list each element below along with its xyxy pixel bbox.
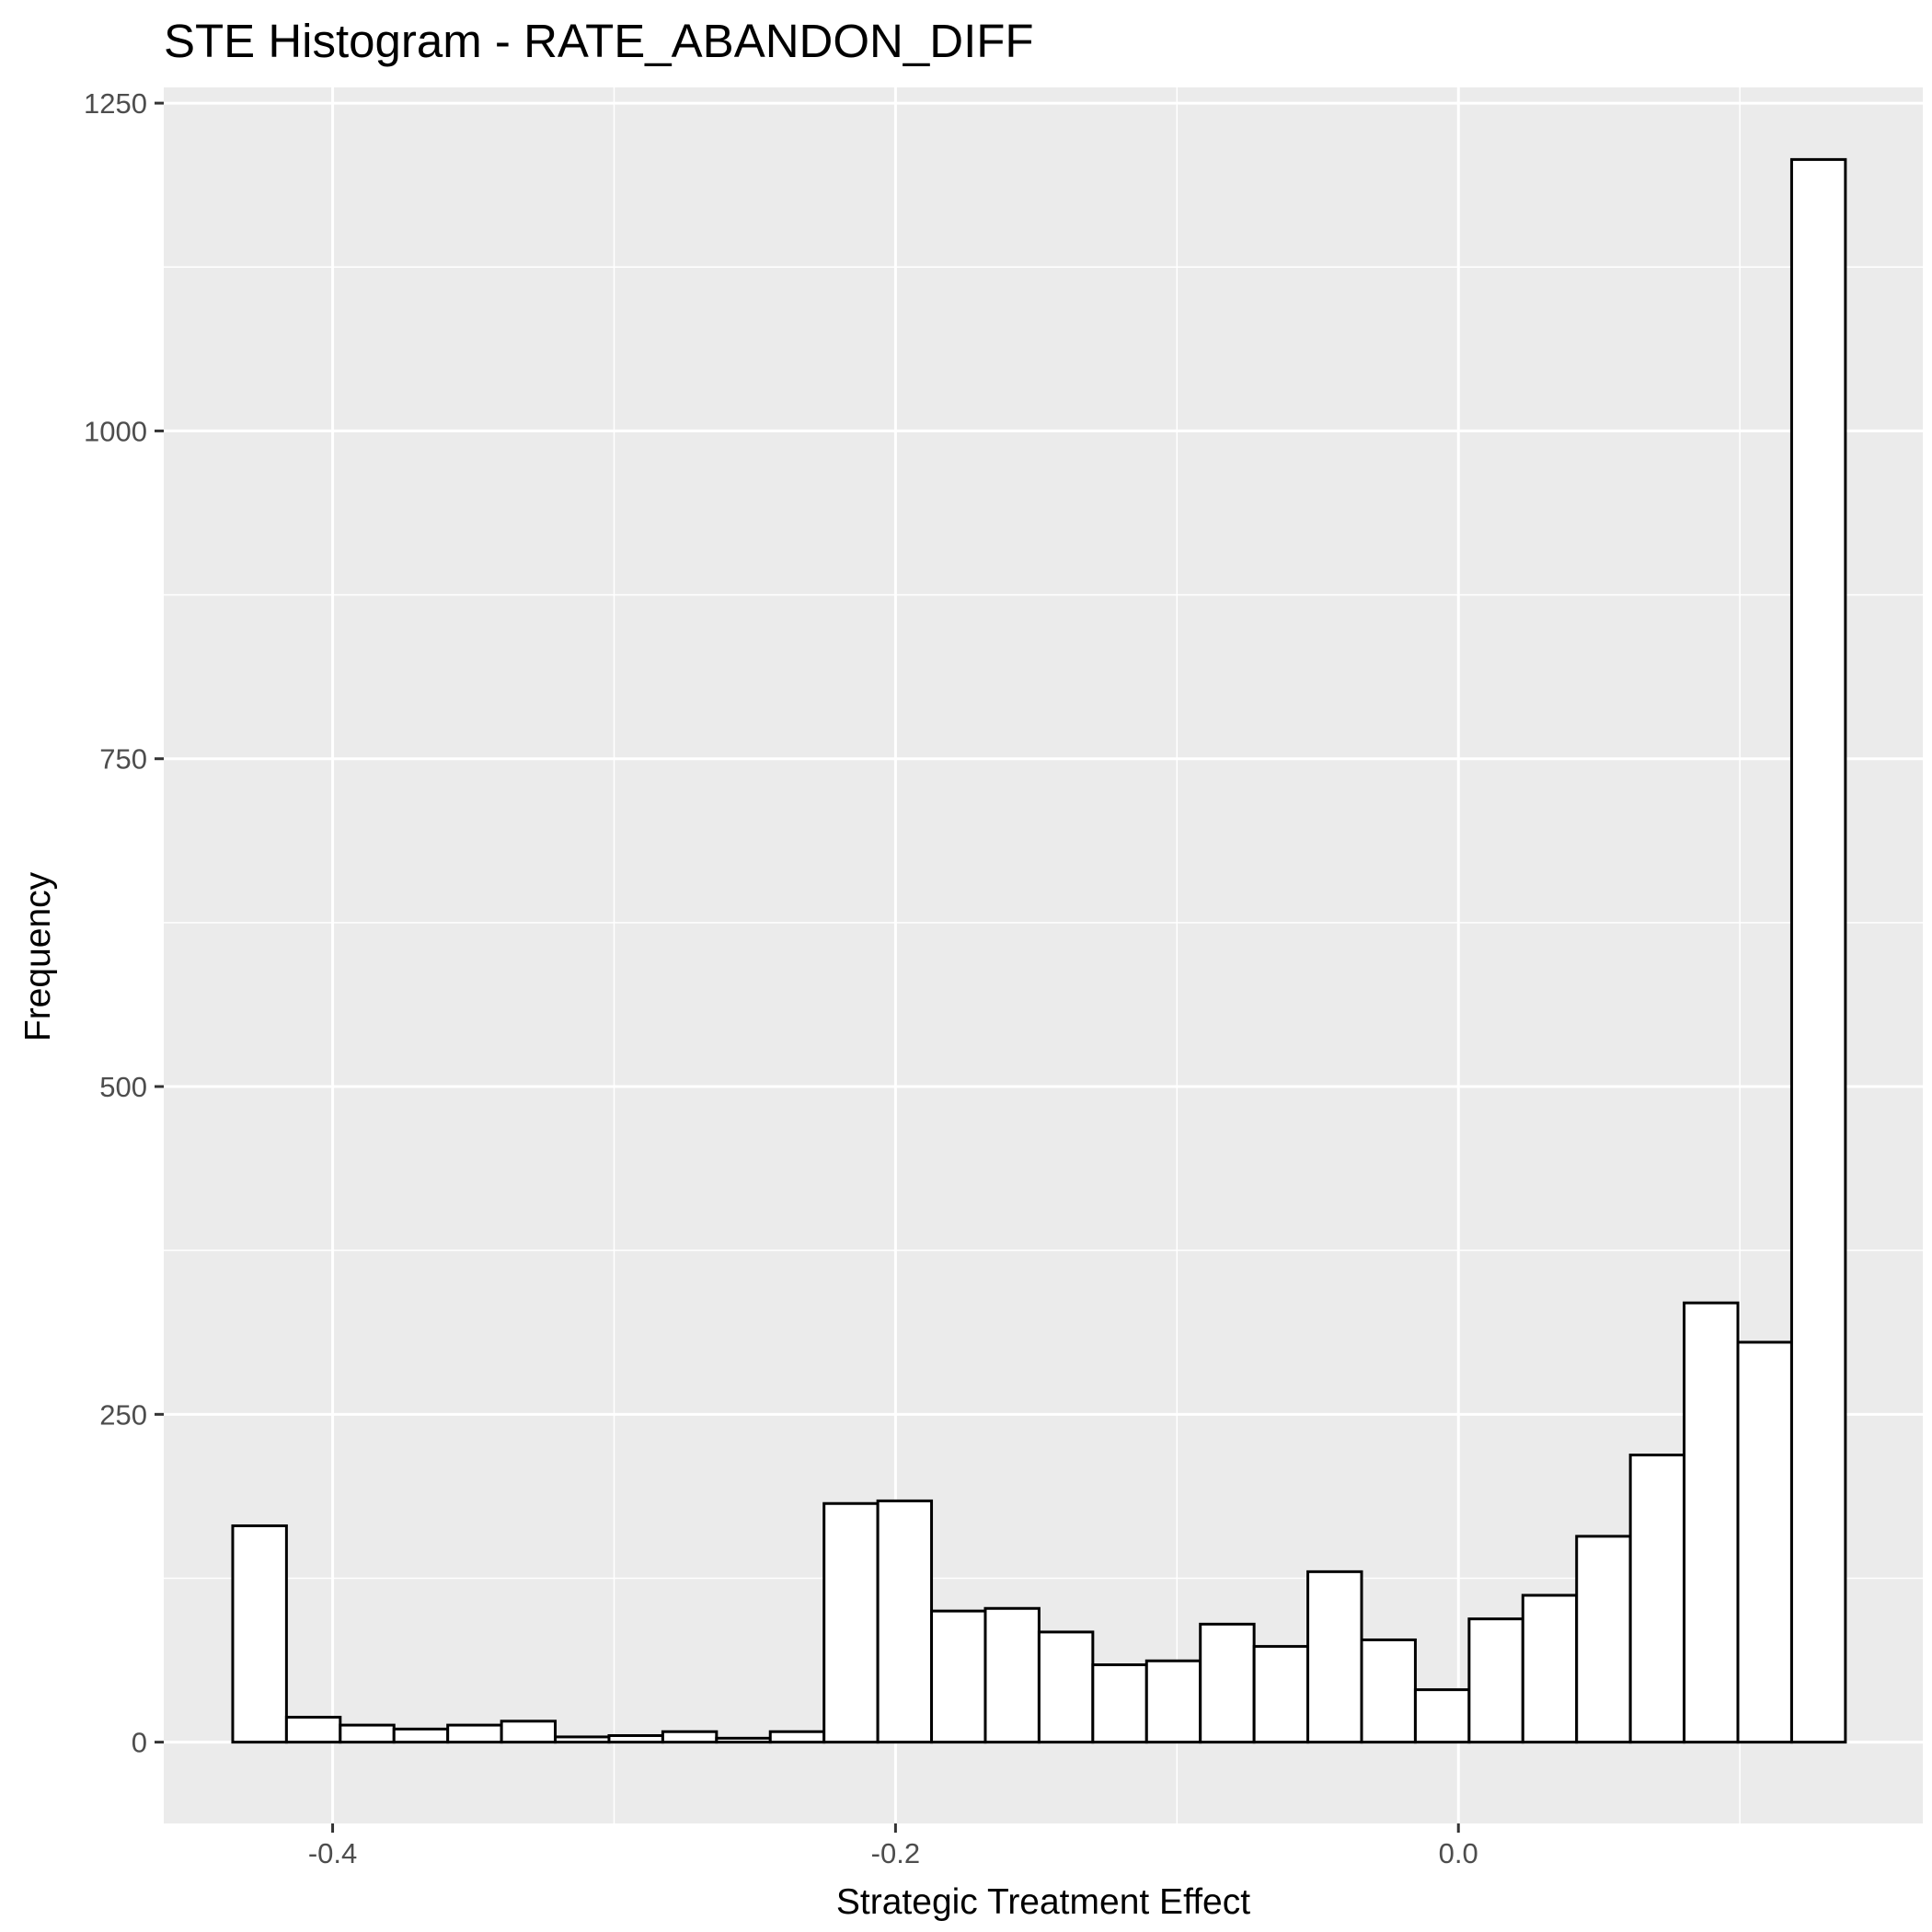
y-tick-label: 1250 bbox=[84, 87, 147, 120]
histogram-bar-27 bbox=[1628, 1454, 1686, 1744]
y-tick-label: 750 bbox=[99, 743, 147, 776]
histogram-bar-6 bbox=[500, 1719, 558, 1744]
histogram-bar-3 bbox=[339, 1723, 396, 1744]
histogram-bar-26 bbox=[1575, 1535, 1632, 1744]
x-tick-label: -0.2 bbox=[871, 1837, 920, 1869]
x-axis: -0.4 -0.2 0.0 bbox=[308, 1823, 1478, 1869]
histogram-bar-11 bbox=[768, 1730, 826, 1744]
histogram-bar-25 bbox=[1521, 1593, 1579, 1744]
x-axis-label: Strategic Treatment Effect bbox=[836, 1882, 1250, 1922]
histogram-bar-4 bbox=[392, 1727, 450, 1744]
histogram-bar-28 bbox=[1683, 1301, 1740, 1744]
histogram-bars bbox=[231, 157, 1847, 1744]
histogram-bar-10 bbox=[715, 1736, 772, 1744]
y-tick-label: 250 bbox=[99, 1398, 147, 1431]
y-axis-label: Frequency bbox=[18, 871, 58, 1041]
x-tick-label: -0.4 bbox=[308, 1837, 357, 1869]
histogram-bar-16 bbox=[1037, 1630, 1095, 1744]
histogram-bar-14 bbox=[930, 1609, 987, 1744]
histogram-bar-21 bbox=[1306, 1570, 1363, 1744]
y-tick-label: 1000 bbox=[84, 415, 147, 447]
histogram-bar-7 bbox=[554, 1735, 611, 1744]
histogram-bar-19 bbox=[1199, 1622, 1256, 1744]
histogram-bar-8 bbox=[607, 1734, 664, 1744]
histogram-bar-5 bbox=[446, 1723, 503, 1744]
histogram-bar-24 bbox=[1467, 1617, 1524, 1744]
histogram-bar-15 bbox=[983, 1606, 1041, 1744]
histogram-bar-30 bbox=[1789, 157, 1847, 1744]
y-axis: 0 250 500 750 1000 1250 bbox=[84, 87, 164, 1759]
histogram-bar-29 bbox=[1736, 1340, 1793, 1744]
y-tick-label: 0 bbox=[132, 1727, 147, 1759]
histogram-bar-20 bbox=[1252, 1645, 1310, 1744]
histogram-bar-17 bbox=[1091, 1663, 1148, 1744]
chart-title: STE Histogram - RATE_ABANDON_DIFF bbox=[164, 15, 1034, 67]
x-tick-label: 0.0 bbox=[1439, 1837, 1478, 1869]
histogram-bar-9 bbox=[661, 1730, 719, 1744]
histogram-bar-23 bbox=[1413, 1688, 1471, 1744]
histogram-bar-13 bbox=[876, 1499, 934, 1744]
histogram-bar-22 bbox=[1360, 1638, 1417, 1744]
histogram-bar-18 bbox=[1144, 1659, 1202, 1744]
histogram-bar-1 bbox=[231, 1524, 288, 1744]
histogram-bar-12 bbox=[822, 1501, 880, 1744]
histogram-bar-2 bbox=[284, 1716, 342, 1744]
y-tick-label: 500 bbox=[99, 1071, 147, 1103]
minor-gridlines bbox=[164, 87, 1923, 1823]
